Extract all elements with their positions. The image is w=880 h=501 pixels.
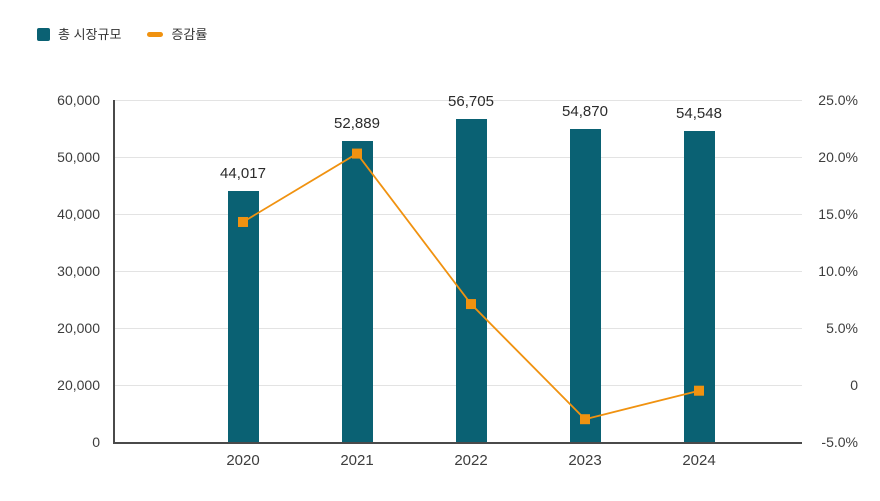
right-axis-tick-label: 0	[850, 377, 858, 393]
legend-label: 증감률	[171, 27, 208, 42]
bar-value-label: 56,705	[448, 92, 494, 110]
plot-area: 60,000 25.0% 50,000 20.0% 40,000 15.0% 30,000 1…	[57, 92, 858, 469]
legend-label: 총 시장규모	[58, 27, 122, 42]
left-axis-tick-label: 30,000	[57, 263, 100, 279]
x-axis-label: 2023	[568, 452, 602, 469]
right-axis-tick-label: 15.0%	[818, 206, 858, 222]
right-axis-tick-label: 5.0%	[826, 320, 858, 336]
bar-series-swatch-icon	[37, 28, 50, 41]
left-axis-tick-label: 20,000	[57, 377, 100, 393]
left-axis-tick-label: 50,000	[57, 149, 100, 165]
line-marker	[352, 148, 362, 159]
bar	[569, 129, 601, 442]
legend: 총 시장규모 증감률	[37, 28, 207, 41]
right-axis-tick-label: -5.0%	[821, 434, 858, 450]
bar	[455, 118, 487, 442]
line-marker	[694, 385, 704, 396]
line-marker	[238, 216, 248, 227]
x-axis-label: 2021	[340, 452, 374, 469]
bar	[227, 191, 259, 442]
growth-rate-line-layer	[238, 148, 704, 425]
bar-value-label: 44,017	[220, 165, 266, 183]
bar-value-label: 54,870	[562, 103, 608, 121]
left-axis-tick-label: 20,000	[57, 320, 100, 336]
line-marker	[466, 299, 476, 310]
gridline	[115, 100, 802, 101]
right-axis-tick-label: 10.0%	[818, 263, 858, 279]
trend-line	[242, 152, 700, 421]
bar-value-label: 52,889	[334, 114, 380, 132]
legend-item-market-size[interactable]: 총 시장규모	[37, 28, 121, 41]
bar	[341, 140, 373, 442]
right-axis-tick-label: 20.0%	[818, 149, 858, 165]
x-axis-label: 2020	[226, 452, 260, 469]
left-axis-tick-label: 40,000	[57, 206, 100, 222]
left-axis-tick-label: 0	[92, 434, 100, 450]
right-axis-tick-label: 25.0%	[818, 92, 858, 108]
line-series-swatch-icon	[147, 32, 164, 37]
x-axis-label: 2022	[454, 452, 488, 469]
x-axis-label: 2024	[682, 452, 716, 469]
left-axis-tick-label: 60,000	[57, 92, 100, 108]
legend-item-growth-rate[interactable]: 증감률	[147, 28, 207, 41]
line-marker	[580, 414, 590, 425]
bar-value-label: 54,548	[676, 105, 722, 123]
